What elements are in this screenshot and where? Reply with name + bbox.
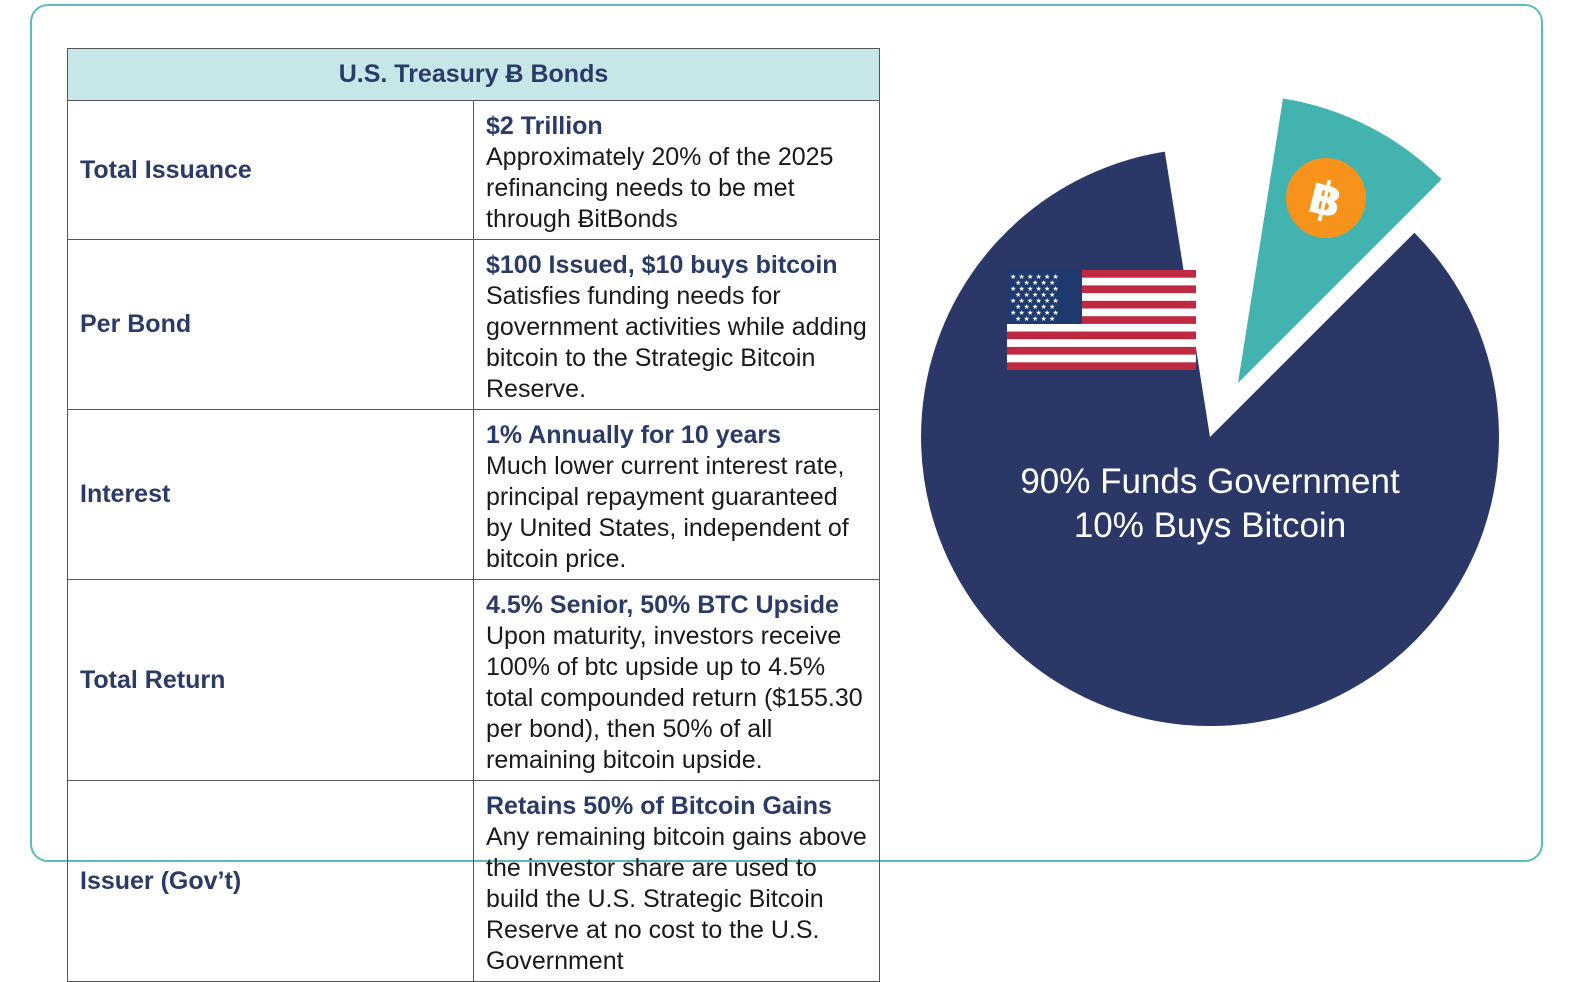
- bitbonds-table: U.S. Treasury Ƀ Bonds Total Issuance $2 …: [67, 48, 880, 982]
- row-body: Much lower current interest rate, princi…: [486, 452, 849, 573]
- row-body: Satisfies funding needs for government a…: [486, 282, 867, 403]
- row-value: 1% Annually for 10 years Much lower curr…: [473, 409, 880, 580]
- table-row: Interest 1% Annually for 10 years Much l…: [67, 409, 880, 580]
- row-label: Interest: [67, 409, 474, 580]
- row-headline: 4.5% Senior, 50% BTC Upside: [486, 591, 839, 619]
- row-headline: $100 Issued, $10 buys bitcoin: [486, 251, 838, 279]
- row-value: Retains 50% of Bitcoin Gains Any remaini…: [473, 780, 880, 982]
- pie-label-line1: 90% Funds Government: [1020, 462, 1400, 501]
- row-value: $2 Trillion Approximately 20% of the 202…: [473, 100, 880, 240]
- row-value: $100 Issued, $10 buys bitcoin Satisfies …: [473, 239, 880, 410]
- row-value: 4.5% Senior, 50% BTC Upside Upon maturit…: [473, 579, 880, 781]
- row-label: Per Bond: [67, 239, 474, 410]
- table-row: Issuer (Gov’t) Retains 50% of Bitcoin Ga…: [67, 780, 880, 982]
- table-row: Per Bond $100 Issued, $10 buys bitcoin S…: [67, 239, 880, 410]
- row-body: Approximately 20% of the 2025 refinancin…: [486, 143, 834, 233]
- row-headline: 1% Annually for 10 years: [486, 421, 782, 449]
- row-label: Total Issuance: [67, 100, 474, 240]
- row-headline: $2 Trillion: [486, 112, 603, 140]
- table-row: Total Issuance $2 Trillion Approximately…: [67, 100, 880, 240]
- row-body: Upon maturity, investors receive 100% of…: [486, 622, 863, 774]
- row-body: Any remaining bitcoin gains above the in…: [486, 823, 867, 975]
- pie-label-line2: 10% Buys Bitcoin: [1073, 506, 1347, 545]
- pie-label: 90% Funds Government 10% Buys Bitcoin: [960, 460, 1460, 548]
- row-label: Issuer (Gov’t): [67, 780, 474, 982]
- row-headline: Retains 50% of Bitcoin Gains: [486, 792, 832, 820]
- table-row: Total Return 4.5% Senior, 50% BTC Upside…: [67, 579, 880, 781]
- table-title: U.S. Treasury Ƀ Bonds: [67, 48, 880, 101]
- row-label: Total Return: [67, 579, 474, 781]
